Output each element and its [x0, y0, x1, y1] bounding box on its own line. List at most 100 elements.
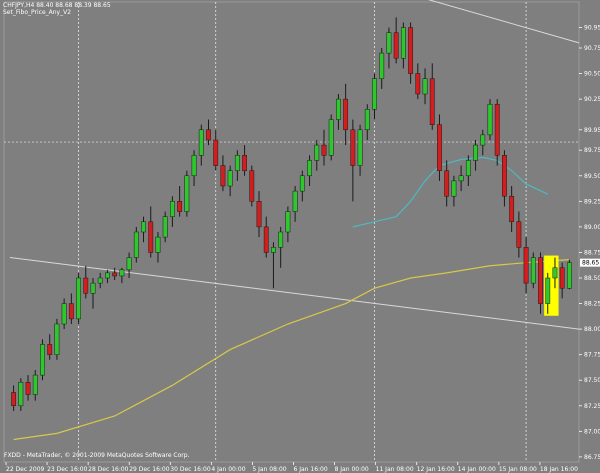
candle[interactable] — [220, 165, 226, 187]
candle[interactable] — [40, 344, 45, 376]
candle[interactable] — [97, 277, 103, 284]
candle[interactable] — [429, 78, 435, 125]
time-label: 12 Jan 16:00 — [417, 466, 455, 473]
candle[interactable] — [559, 267, 565, 289]
candle[interactable] — [357, 129, 363, 166]
candle[interactable] — [162, 216, 168, 238]
candle[interactable] — [451, 180, 457, 197]
candle[interactable] — [263, 226, 269, 253]
plot-frame — [3, 1, 580, 463]
candle[interactable] — [177, 201, 183, 212]
candle[interactable] — [213, 139, 219, 166]
price-label: 87.50 — [584, 377, 600, 384]
candle[interactable] — [314, 144, 320, 161]
candle[interactable] — [566, 262, 572, 289]
candle[interactable] — [364, 109, 370, 131]
candle[interactable] — [545, 277, 551, 304]
candle[interactable] — [83, 277, 89, 294]
candle[interactable] — [133, 231, 139, 258]
candle[interactable] — [328, 119, 334, 156]
time-label: 15 Jan 08:00 — [499, 466, 537, 473]
candle[interactable] — [379, 52, 385, 79]
candle[interactable] — [61, 303, 67, 325]
candle[interactable] — [538, 257, 543, 304]
time-label: 23 Dec 16:00 — [47, 466, 88, 473]
candle[interactable] — [278, 231, 284, 248]
candle[interactable] — [169, 201, 175, 217]
candle[interactable] — [256, 201, 262, 228]
candle[interactable] — [386, 32, 392, 54]
candle[interactable] — [473, 144, 478, 161]
candle[interactable] — [234, 155, 240, 171]
time-label: 8 Jan 00:00 — [335, 466, 369, 473]
candle[interactable] — [191, 155, 197, 177]
candle[interactable] — [47, 344, 53, 355]
candle[interactable] — [487, 103, 493, 136]
candle[interactable] — [112, 272, 118, 277]
candle[interactable] — [516, 221, 522, 248]
candle[interactable] — [292, 190, 298, 212]
candle[interactable] — [18, 382, 24, 407]
candle[interactable] — [509, 195, 515, 223]
candle[interactable] — [242, 155, 247, 171]
candle[interactable] — [437, 124, 442, 171]
channel-upper-line — [427, 0, 580, 44]
candle[interactable] — [148, 221, 154, 253]
price-label: 88.25 — [584, 301, 600, 308]
candle[interactable] — [444, 170, 450, 197]
candle[interactable] — [285, 211, 291, 233]
candle[interactable] — [25, 382, 31, 395]
candle[interactable] — [400, 27, 406, 59]
candle[interactable] — [90, 282, 96, 294]
price-label: 89.00 — [584, 224, 600, 231]
time-label: 6 Jan 16:00 — [294, 466, 328, 473]
candle[interactable] — [350, 129, 356, 166]
price-label: 87.00 — [584, 428, 600, 435]
candle[interactable] — [307, 160, 312, 177]
candle[interactable] — [68, 303, 74, 320]
candle[interactable] — [155, 236, 161, 253]
candle[interactable] — [271, 247, 276, 253]
candle[interactable] — [343, 98, 349, 131]
candle[interactable] — [321, 144, 327, 156]
candle[interactable] — [422, 78, 428, 95]
candle[interactable] — [552, 267, 558, 279]
candle[interactable] — [480, 134, 486, 146]
candle[interactable] — [249, 170, 255, 202]
candle[interactable] — [11, 392, 17, 407]
time-label: 28 Dec 16:00 — [88, 466, 129, 473]
candle[interactable] — [523, 247, 529, 284]
candle[interactable] — [119, 269, 125, 277]
candle[interactable] — [105, 272, 110, 279]
candle[interactable] — [415, 73, 421, 95]
candle[interactable] — [372, 78, 377, 110]
candle[interactable] — [76, 277, 81, 320]
candle[interactable] — [227, 170, 233, 187]
candle[interactable] — [141, 221, 146, 233]
candle[interactable] — [458, 175, 464, 182]
price-label: 87.75 — [584, 352, 600, 359]
candle[interactable] — [198, 129, 204, 156]
time-label: 4 Jan 00:00 — [211, 466, 245, 473]
candle[interactable] — [206, 129, 211, 141]
candle[interactable] — [393, 32, 399, 59]
moving-average-fast — [352, 156, 548, 228]
indicator-name: Set_Fibo_Price_Any_V2 — [3, 9, 72, 16]
price-label: 88.00 — [584, 326, 600, 333]
candle[interactable] — [299, 175, 305, 192]
current-price-label: 88.65 — [582, 260, 599, 267]
candle[interactable] — [408, 27, 414, 74]
candle[interactable] — [32, 374, 38, 395]
price-label: 90.75 — [584, 45, 600, 52]
candle[interactable] — [336, 98, 341, 120]
candle[interactable] — [502, 155, 507, 197]
candle[interactable] — [530, 257, 536, 284]
candle[interactable] — [465, 160, 471, 177]
candle[interactable] — [126, 257, 132, 271]
moving-average-slow — [13, 259, 570, 441]
candle[interactable] — [184, 175, 190, 212]
candle[interactable] — [54, 323, 60, 355]
candle[interactable] — [494, 103, 500, 156]
